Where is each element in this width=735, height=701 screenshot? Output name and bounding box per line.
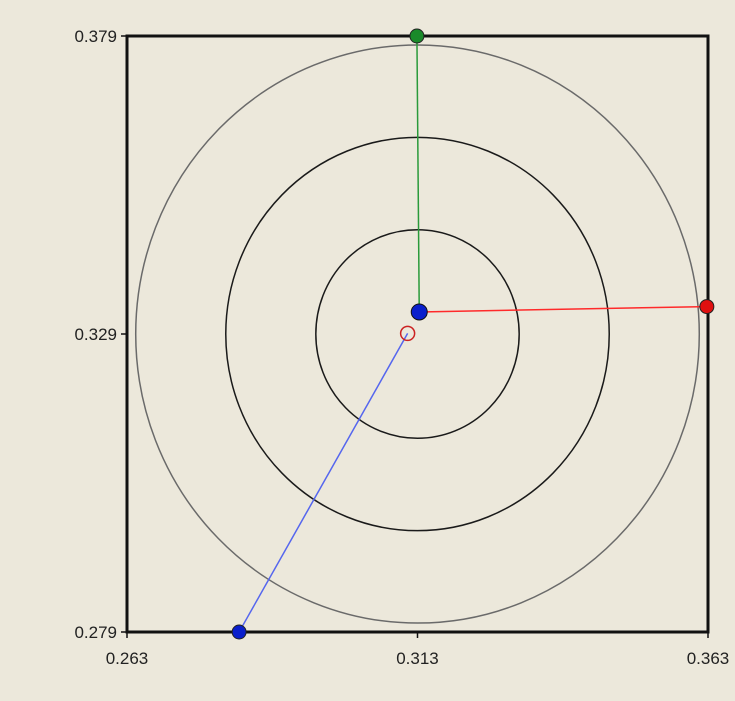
vector-endpoint-3 xyxy=(231,624,247,640)
reference-point xyxy=(399,325,416,342)
ring-1 xyxy=(315,228,520,440)
vector-endpoint-1 xyxy=(699,299,715,315)
points-layer xyxy=(231,28,715,640)
vector-line-3 xyxy=(238,333,409,633)
x-tick-label: 0.313 xyxy=(396,649,439,668)
x-tick-label: 0.263 xyxy=(106,649,149,668)
y-tick-label: 0.379 xyxy=(74,27,117,46)
vectors-layer xyxy=(238,35,707,633)
vector-line-1 xyxy=(419,305,707,313)
y-tick-label: 0.279 xyxy=(74,623,117,642)
x-tick-label: 0.363 xyxy=(687,649,730,668)
vector-endpoint-2 xyxy=(409,28,425,44)
ticks-layer: 0.263 0.313 0.363 0.379 0.329 0.279 xyxy=(74,27,729,668)
y-tick-label: 0.329 xyxy=(74,325,117,344)
current-point xyxy=(410,303,428,321)
vector-line-2 xyxy=(416,35,420,312)
